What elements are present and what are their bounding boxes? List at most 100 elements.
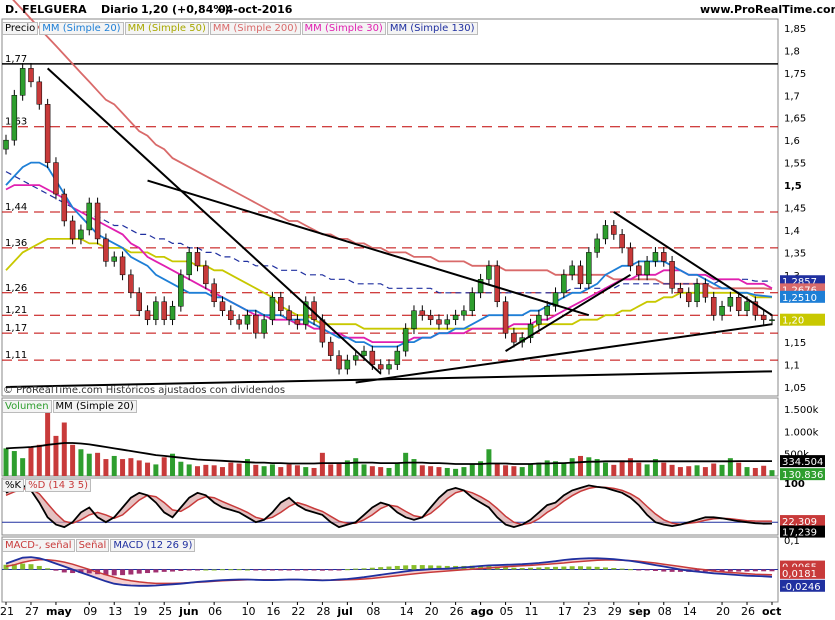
volume-bar (578, 455, 583, 476)
x-tick-label: may (46, 605, 72, 618)
ma200-line (12, 0, 773, 291)
candle (119, 256, 126, 276)
legend-ma20[interactable]: MM (Simple 20) (39, 22, 124, 35)
candle (278, 297, 284, 311)
y-tick-label: 1,1 (784, 361, 800, 372)
macd-hist-bar (294, 569, 300, 571)
price-badge-bg (780, 290, 825, 303)
candle (677, 288, 684, 294)
candle (253, 314, 259, 334)
legend-k[interactable]: %K (2, 479, 25, 492)
macd-legend: MACD-, señal Señal MACD (12 26 9) (2, 539, 196, 552)
volume-bar (702, 467, 708, 476)
macd-hist-bar (120, 569, 126, 576)
stoch-k-badge-bg (780, 525, 825, 538)
macd-hist-bar (419, 565, 425, 570)
macd-hist-bar (644, 569, 650, 571)
macd-hist-bar (269, 569, 275, 571)
macd-hist-bar (586, 566, 592, 570)
legend-price[interactable]: Precio (2, 22, 39, 35)
volume-bar (494, 463, 500, 476)
volume-bar (528, 464, 534, 476)
volume-bar (236, 463, 242, 476)
legend-volume-ma[interactable]: MM (Simple 20) (52, 400, 137, 413)
x-tick-label: 10 (241, 605, 255, 618)
volume-bar (686, 466, 692, 476)
x-tick-label: 19 (133, 605, 147, 618)
volume-bar (61, 422, 67, 476)
volume-bar (153, 464, 159, 476)
macd-hist-bar (136, 569, 142, 574)
y-tick-label: 1,35 (784, 248, 806, 259)
macd-hist-bar (677, 569, 683, 572)
volume-bar (711, 463, 717, 476)
macd-badge: -0,0246 (782, 582, 821, 593)
legend-ma200[interactable]: MM (Simple 200) (209, 22, 301, 35)
volume-bar (20, 458, 26, 476)
volume-bar (111, 455, 117, 476)
y-tick-label: 1,05 (784, 383, 806, 394)
candle (44, 104, 51, 163)
legend-volume[interactable]: Volumen (2, 400, 52, 413)
volume-bar (145, 462, 151, 476)
volume-bar (444, 467, 450, 476)
volume-bar (203, 464, 209, 476)
x-tick-label: 27 (25, 605, 39, 618)
macd-hist-bar (469, 565, 475, 570)
trendline (5, 370, 773, 389)
candle (69, 220, 76, 240)
macd-hist-bar (11, 564, 17, 570)
volume-bar (636, 462, 642, 476)
volume-bar (461, 467, 467, 476)
legend-macd[interactable]: MACD (12 26 9) (110, 539, 196, 552)
macd-hist-bar (319, 569, 325, 571)
y-tick-label: 1,85 (784, 24, 806, 35)
y-tick-label: 1,5 (784, 181, 802, 192)
candle (244, 314, 251, 325)
y-tick-label: 1,15 (784, 338, 806, 349)
macd-hist-bar (528, 567, 534, 570)
legend-macd-hist[interactable]: MACD-, señal (2, 539, 75, 552)
volume-bar (228, 462, 234, 476)
volume-bar (378, 467, 384, 476)
macd-hist-bar (544, 567, 550, 570)
legend-ma130[interactable]: MM (Simple 130) (386, 22, 478, 35)
macd-hist-bar (561, 566, 567, 570)
date-label: 04-oct-2016 (218, 3, 293, 16)
candle (685, 292, 692, 302)
macd-hist-bar (186, 569, 192, 571)
volume-bar (244, 459, 250, 476)
macd-hist-bar (761, 569, 767, 572)
macd-hist-bar (336, 569, 342, 571)
legend-ma50[interactable]: MM (Simple 50) (124, 22, 209, 35)
price-panel (1, 18, 779, 397)
macd-hist-bar (369, 567, 375, 570)
macd-hist-bar (86, 569, 92, 574)
legend-d[interactable]: %D (14 3 5) (25, 479, 92, 492)
candle (552, 292, 559, 307)
candle (111, 256, 117, 262)
candle (386, 364, 392, 370)
price-badge: 1,2676 (782, 285, 817, 296)
macd-hist-bar (569, 566, 575, 570)
macd-hist-badge: 0,0065 (782, 563, 817, 574)
candle (486, 265, 492, 280)
volume-tick-label: 1.000k (784, 427, 819, 438)
macd-hist-bar (378, 567, 384, 570)
volume-bar (478, 461, 484, 476)
macd-line (5, 556, 773, 587)
y-tick-label: 1,4 (784, 226, 800, 237)
candle (469, 292, 476, 311)
candle (594, 238, 600, 253)
legend-ma30[interactable]: MM (Simple 30) (301, 22, 386, 35)
macd-hist-bar (353, 568, 359, 570)
macd-hist-bar (253, 569, 259, 571)
volume-legend: Volumen MM (Simple 20) (2, 400, 138, 413)
x-tick-label: jun (178, 605, 198, 618)
candle (402, 328, 409, 352)
legend-signal[interactable]: Señal (75, 539, 110, 552)
macd-badge-bg (780, 579, 825, 592)
volume-bar (28, 447, 34, 476)
candle (186, 252, 192, 276)
